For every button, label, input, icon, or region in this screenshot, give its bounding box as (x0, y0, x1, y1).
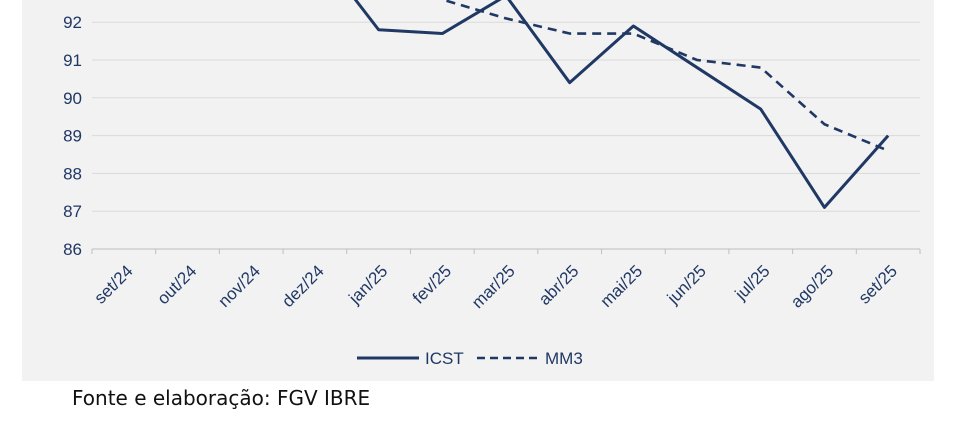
source-note: Fonte e elaboração: FGV IBRE (72, 386, 371, 410)
y-tick-label: 92 (63, 13, 82, 32)
x-tick-label: jun/25 (663, 261, 710, 308)
x-tick-label: jul/25 (731, 261, 774, 304)
legend-label-mm3: MM3 (545, 349, 583, 368)
y-tick-label: 89 (63, 127, 82, 146)
x-tick-label: set/24 (90, 261, 136, 307)
series-line-icst (353, 0, 890, 209)
x-tick-label: mai/25 (597, 261, 647, 311)
x-tick-label: abr/25 (535, 261, 583, 309)
legend-label-icst: ICST (425, 349, 464, 368)
x-tick-label: mar/25 (468, 261, 519, 312)
x-tick-label: nov/24 (215, 261, 265, 311)
y-tick-label: 86 (63, 240, 82, 259)
x-tick-label: jan/25 (345, 261, 392, 308)
y-tick-label: 88 (63, 164, 82, 183)
x-tick-label: out/24 (154, 261, 201, 308)
x-tick-label: set/25 (855, 261, 901, 307)
y-tick-label: 91 (63, 51, 82, 70)
line-chart: 86 87 88 89 90 91 92 set/24 out/24 nov/24 dez/24 ja… (63, 0, 921, 368)
chart-panel: 86 87 88 89 90 91 92 set/24 out/24 nov/24 dez/24 ja… (22, 0, 934, 381)
x-tick-label: dez/24 (278, 261, 328, 311)
x-tick-label: fev/25 (409, 261, 455, 307)
y-tick-label: 90 (63, 89, 82, 108)
x-tick-label: ago/25 (787, 261, 837, 311)
y-tick-label: 87 (63, 202, 82, 221)
series-line-mm3 (440, 0, 889, 152)
